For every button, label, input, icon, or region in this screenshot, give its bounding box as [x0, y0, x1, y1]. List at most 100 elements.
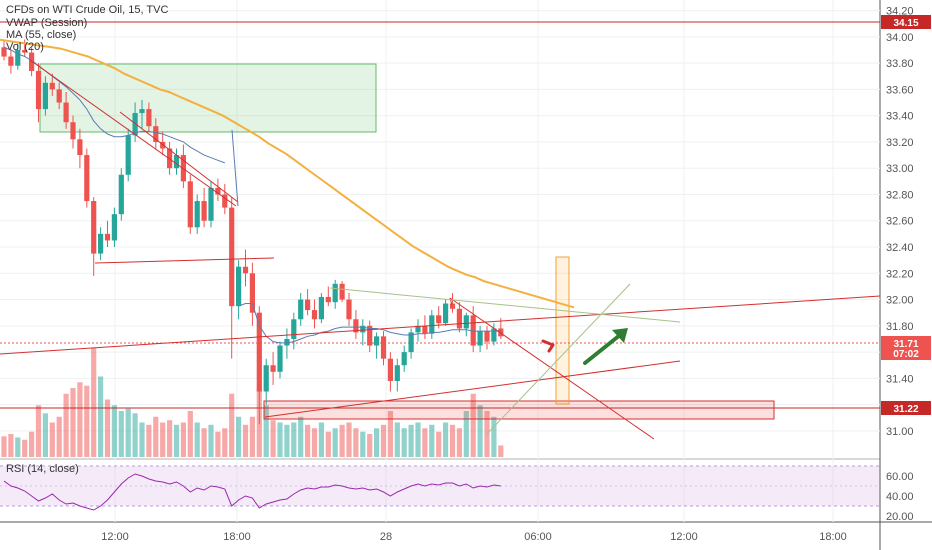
volume-bar — [305, 424, 311, 457]
candle-body — [236, 266, 242, 307]
trend-lines[interactable] — [0, 59, 881, 440]
candle-body — [42, 82, 48, 110]
candle-body — [173, 155, 180, 169]
candle-body — [311, 310, 318, 320]
candle-body — [229, 207, 235, 307]
candle-body — [160, 141, 166, 149]
rsi-panel[interactable] — [0, 460, 880, 522]
volume-bar — [242, 424, 249, 457]
chart-title: CFDs on WTI Crude Oil, 15, TVC — [6, 4, 168, 16]
triangle-top-line[interactable] — [329, 287, 681, 323]
candle-body — [449, 303, 456, 309]
volume-bar — [187, 411, 193, 457]
price-axis[interactable]: 34.20 34.00 33.80 33.60 33.40 33.20 33.00 32.80… — [886, 6, 914, 438]
candle-body — [277, 345, 283, 372]
volume-bar — [249, 416, 255, 457]
volume-bar — [35, 405, 42, 457]
volume-bar — [380, 424, 387, 457]
volume-bar — [180, 422, 186, 457]
volume-bar — [498, 445, 504, 457]
candle-body — [443, 303, 449, 324]
candle-body — [104, 233, 111, 241]
volume-bar — [367, 434, 373, 457]
volume-bar — [311, 428, 318, 457]
breakout-line[interactable] — [486, 283, 631, 435]
volume-bar — [29, 431, 35, 457]
volume-bar — [449, 424, 456, 457]
indicator-volume[interactable]: Vol (20) — [6, 41, 44, 53]
candle-body — [1, 47, 7, 57]
red-arrow-icon — [541, 339, 555, 353]
candle-body — [394, 365, 400, 382]
indicator-vwap[interactable]: VWAP (Session) — [6, 17, 87, 29]
volume-bar — [201, 428, 207, 457]
volume-bar — [56, 416, 62, 457]
trend-line-apex[interactable] — [449, 297, 453, 306]
candle-body — [222, 194, 228, 208]
volume-bar — [111, 405, 117, 457]
trend-line-rising-channel-bottom[interactable] — [264, 360, 681, 418]
candle-body — [153, 126, 159, 142]
candle-body — [29, 52, 35, 71]
candle-body — [84, 155, 90, 202]
candle-body — [387, 358, 393, 382]
candle-body — [256, 312, 262, 392]
candle-body — [429, 315, 435, 334]
candle-body — [215, 187, 221, 195]
price-panel[interactable] — [0, 0, 880, 458]
volume-bar — [8, 434, 14, 457]
candle-body — [367, 325, 373, 346]
volume-bar — [284, 424, 290, 457]
candle-body — [374, 336, 380, 346]
candle-body — [415, 325, 421, 333]
green-arrow-icon — [612, 328, 628, 343]
volume-bar — [387, 411, 393, 457]
volume-bar — [1, 436, 7, 457]
volume-bar — [173, 424, 180, 457]
trend-line-flat[interactable] — [94, 257, 275, 264]
candle-body — [422, 325, 428, 334]
candle-body — [346, 299, 352, 320]
supply-zone[interactable] — [39, 63, 377, 133]
volume-bar — [98, 376, 104, 457]
demand-zone[interactable] — [263, 400, 775, 420]
rsi-title[interactable]: RSI (14, close) — [6, 463, 79, 475]
candle-body — [284, 338, 290, 346]
time-tick-label: 18:00 — [223, 531, 251, 543]
indicator-ma[interactable]: MA (55, close) — [6, 29, 76, 41]
volume-bar — [443, 422, 449, 457]
trend-line-rising-channel-top[interactable] — [0, 295, 881, 355]
rsi-band — [0, 465, 880, 507]
price-tick-label: 32.60 — [886, 216, 914, 228]
candle-body — [125, 135, 131, 175]
volume-bar — [139, 422, 145, 457]
volume-bar — [84, 385, 90, 457]
volume-bar — [194, 422, 200, 457]
ma55-line — [0, 38, 575, 309]
trend-line-down-1[interactable] — [29, 59, 237, 207]
time-tick-label: 06:00 — [524, 531, 552, 543]
price-tick-label: 31.00 — [886, 426, 914, 438]
candle-body — [408, 332, 414, 353]
candle-body — [401, 352, 407, 366]
resistance-badge: 34.15 — [881, 15, 931, 29]
candle-body — [242, 266, 249, 274]
rsi-line — [3, 473, 501, 511]
candle-body — [477, 331, 483, 346]
candle-body — [456, 308, 462, 329]
candle-body — [111, 214, 117, 241]
candle-body — [49, 82, 55, 90]
trend-line-down-2[interactable] — [119, 111, 239, 203]
svg-text:31.71: 31.71 — [893, 339, 918, 350]
volume-bar — [118, 411, 124, 457]
candle-body — [380, 336, 387, 359]
volume-bar — [470, 393, 476, 457]
volume-bar — [236, 416, 242, 457]
candle-body — [491, 328, 497, 342]
volume-bar — [456, 428, 462, 457]
trend-line-descending[interactable] — [449, 297, 655, 440]
projection-box[interactable] — [555, 256, 570, 405]
volume-bar — [42, 413, 48, 457]
time-axis[interactable]: 12:00 18:00 28 06:00 12:00 18:00 — [101, 531, 847, 543]
